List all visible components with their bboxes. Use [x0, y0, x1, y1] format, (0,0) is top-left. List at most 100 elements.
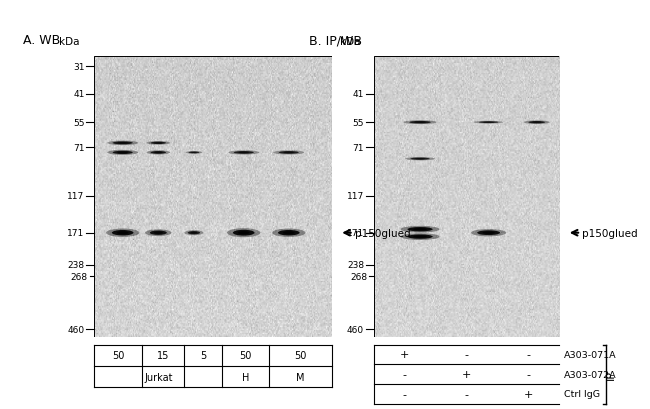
Ellipse shape — [474, 121, 503, 124]
Ellipse shape — [524, 121, 550, 125]
Text: 41: 41 — [352, 90, 364, 99]
Ellipse shape — [154, 152, 162, 154]
Ellipse shape — [283, 231, 294, 235]
Text: -: - — [464, 350, 468, 360]
Text: 171: 171 — [346, 229, 364, 238]
Ellipse shape — [234, 152, 254, 154]
Text: 460: 460 — [68, 325, 84, 334]
Ellipse shape — [117, 152, 128, 154]
Text: +: + — [462, 369, 471, 379]
Text: p150glued: p150glued — [582, 228, 638, 238]
Ellipse shape — [405, 157, 435, 161]
Ellipse shape — [107, 151, 138, 155]
Text: 117: 117 — [346, 192, 364, 201]
Ellipse shape — [528, 122, 545, 124]
Text: A. WB: A. WB — [23, 34, 60, 47]
Ellipse shape — [112, 151, 133, 155]
Ellipse shape — [107, 141, 138, 146]
Ellipse shape — [279, 152, 299, 154]
Text: p150glued: p150glued — [355, 228, 411, 238]
Ellipse shape — [117, 231, 129, 235]
Ellipse shape — [471, 229, 506, 237]
Text: -: - — [526, 369, 530, 379]
Text: 50: 50 — [112, 351, 124, 360]
Ellipse shape — [233, 230, 255, 236]
Ellipse shape — [272, 229, 305, 237]
Text: Ctrl IgG: Ctrl IgG — [564, 389, 599, 398]
Text: 238: 238 — [347, 261, 364, 270]
Text: 238: 238 — [68, 261, 84, 270]
Text: 31: 31 — [73, 63, 84, 72]
Text: 50: 50 — [294, 351, 306, 360]
Ellipse shape — [151, 142, 166, 145]
Ellipse shape — [112, 230, 133, 236]
Ellipse shape — [283, 152, 294, 154]
Text: 71: 71 — [352, 143, 364, 152]
Ellipse shape — [146, 151, 170, 155]
Ellipse shape — [532, 122, 541, 124]
Text: A303-071A: A303-071A — [564, 350, 616, 359]
Text: 5: 5 — [200, 351, 207, 360]
Ellipse shape — [112, 142, 133, 145]
Ellipse shape — [413, 229, 427, 231]
Ellipse shape — [410, 121, 431, 124]
Text: 117: 117 — [67, 192, 85, 201]
Ellipse shape — [154, 143, 162, 144]
Ellipse shape — [274, 151, 304, 155]
Ellipse shape — [408, 235, 433, 239]
Ellipse shape — [117, 143, 128, 144]
Text: 50: 50 — [239, 351, 252, 360]
Ellipse shape — [185, 231, 203, 236]
Ellipse shape — [477, 231, 500, 236]
Ellipse shape — [145, 230, 172, 236]
Ellipse shape — [484, 122, 494, 124]
Text: A303-072A: A303-072A — [564, 370, 616, 379]
Text: B. IP/WB: B. IP/WB — [309, 34, 362, 47]
Text: 15: 15 — [157, 351, 169, 360]
Text: Jurkat: Jurkat — [144, 372, 172, 382]
Ellipse shape — [188, 152, 200, 154]
Ellipse shape — [239, 152, 249, 154]
Text: -: - — [526, 350, 530, 360]
Ellipse shape — [410, 158, 430, 160]
Ellipse shape — [188, 231, 200, 235]
Text: 41: 41 — [73, 90, 84, 99]
Ellipse shape — [151, 152, 166, 154]
Text: 171: 171 — [67, 229, 85, 238]
Text: +: + — [400, 350, 410, 360]
Text: -: - — [402, 369, 407, 379]
Text: -: - — [464, 389, 468, 399]
Text: 460: 460 — [347, 325, 364, 334]
Ellipse shape — [400, 226, 439, 233]
Ellipse shape — [415, 159, 425, 160]
Text: 268: 268 — [70, 272, 88, 281]
Text: IP: IP — [606, 369, 616, 379]
Ellipse shape — [414, 122, 426, 124]
Ellipse shape — [106, 229, 139, 237]
Ellipse shape — [186, 152, 202, 155]
Ellipse shape — [228, 151, 259, 155]
Text: M: M — [296, 372, 304, 382]
Ellipse shape — [146, 142, 170, 145]
Text: kDa: kDa — [340, 37, 361, 47]
Ellipse shape — [482, 232, 495, 234]
Text: 55: 55 — [352, 118, 364, 127]
Ellipse shape — [150, 231, 167, 235]
Ellipse shape — [238, 231, 250, 235]
Ellipse shape — [413, 236, 427, 238]
Ellipse shape — [404, 121, 437, 125]
Ellipse shape — [154, 232, 163, 234]
Text: 71: 71 — [73, 143, 84, 152]
Text: 55: 55 — [73, 118, 84, 127]
Text: 268: 268 — [350, 272, 367, 281]
Text: kDa: kDa — [58, 37, 79, 47]
Ellipse shape — [190, 232, 197, 234]
Text: -: - — [402, 389, 407, 399]
Text: +: + — [523, 389, 533, 399]
Ellipse shape — [278, 230, 300, 236]
Ellipse shape — [227, 229, 260, 238]
Ellipse shape — [479, 122, 499, 124]
Ellipse shape — [408, 227, 433, 232]
Text: H: H — [242, 372, 249, 382]
Ellipse shape — [400, 234, 439, 240]
